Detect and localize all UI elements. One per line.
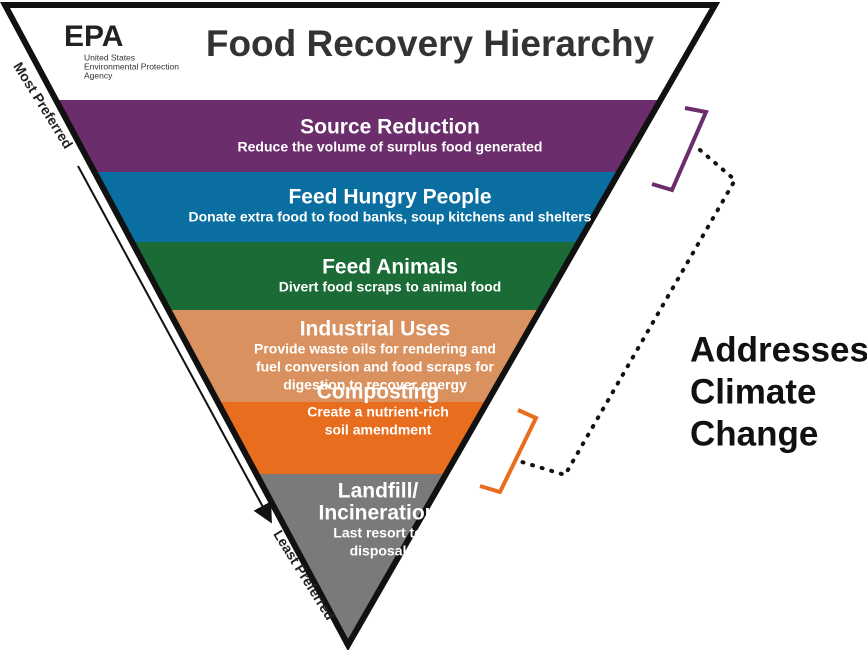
level-description: digestion to recover energy xyxy=(283,377,467,393)
level-description: Create a nutrient-rich xyxy=(307,404,449,420)
bracket-top xyxy=(651,106,709,193)
level-title: Industrial Uses xyxy=(300,318,451,341)
level-title: Composting xyxy=(317,381,439,404)
level-description: Divert food scraps to animal food xyxy=(279,279,501,295)
climate-line: Addresses xyxy=(690,330,867,369)
preference-arrow xyxy=(77,165,272,524)
level-description: disposal xyxy=(350,543,407,559)
level-title: Feed Animals xyxy=(322,256,458,279)
triangle-outline xyxy=(0,2,721,652)
level-title: Incineration xyxy=(318,502,437,525)
dotted-link xyxy=(520,148,738,478)
logo: EPA xyxy=(64,20,123,53)
header-band xyxy=(5,5,715,100)
climate-line: Climate xyxy=(690,372,816,411)
level-title: Landfill/ xyxy=(338,480,419,503)
level-description: Last resort to xyxy=(333,525,422,541)
level-description: Donate extra food to food banks, soup ki… xyxy=(189,209,592,225)
climate-line: Change xyxy=(690,414,818,453)
title: Food Recovery Hierarchy xyxy=(206,23,655,64)
agency-line: Environmental Protection xyxy=(84,61,179,71)
agency-line: Agency xyxy=(84,70,113,80)
level-title: Source Reduction xyxy=(300,116,480,139)
level-band xyxy=(5,100,715,172)
level-title: Feed Hungry People xyxy=(288,186,491,209)
bracket-bottom xyxy=(479,408,539,495)
agency-line: United States xyxy=(84,52,135,62)
level-description: fuel conversion and food scraps for xyxy=(256,359,495,375)
level-description: Reduce the volume of surplus food genera… xyxy=(238,139,543,155)
level-description: Provide waste oils for rendering and xyxy=(254,341,496,357)
level-description: soil amendment xyxy=(325,422,432,438)
